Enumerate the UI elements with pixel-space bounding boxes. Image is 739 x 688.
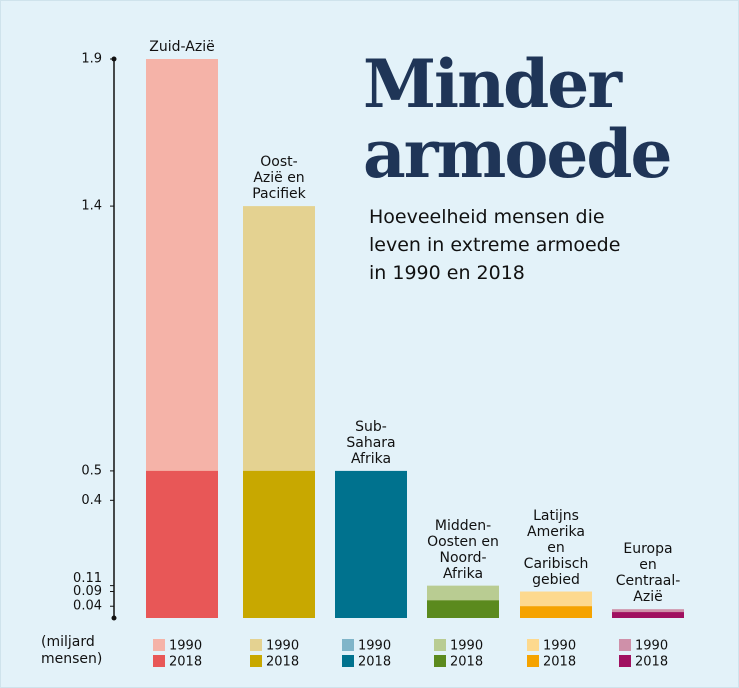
legend-label: 2018 (635, 655, 668, 670)
legend-label: 1990 (543, 639, 576, 654)
category-label: Latijns Amerika en Caribisch gebied (523, 507, 589, 588)
legend-swatch (434, 655, 446, 667)
bar (520, 606, 592, 618)
chart-title: Minder armoede (363, 45, 673, 193)
legend-swatch (250, 639, 262, 651)
chart-subtitle: Hoeveelheid mensen die leven in extreme … (369, 206, 621, 284)
y-axis-label: (miljard mensen) (41, 634, 103, 667)
y-tick-label: 0.4 (81, 493, 102, 508)
legend-label: 1990 (635, 639, 668, 654)
legend-label: 1990 (358, 639, 391, 654)
bar (335, 470, 407, 618)
y-tick-label: 1.4 (81, 199, 102, 214)
legend-swatch (619, 655, 631, 667)
y-tick-label: 0.11 (73, 571, 102, 586)
category-label: Midden- Oosten en Noord- Afrika (427, 517, 499, 582)
bar (612, 612, 684, 618)
legend-swatch (619, 639, 631, 651)
legend-swatch (153, 655, 165, 667)
category-label: Zuid-Azië (149, 39, 215, 55)
legend-label: 2018 (358, 655, 391, 670)
legend-swatch (153, 639, 165, 651)
legend-label: 1990 (169, 639, 202, 654)
y-tick-label: 0.09 (73, 584, 102, 599)
y-tick-label: 0.04 (73, 599, 102, 614)
legend-label: 2018 (169, 655, 202, 670)
category-label: Europa en Centraal- Azië (615, 541, 681, 606)
legend-label: 2018 (543, 655, 576, 670)
legend-label: 1990 (266, 639, 299, 654)
legend-swatch (250, 655, 262, 667)
legend-label: 2018 (450, 655, 483, 670)
axis-end (111, 615, 117, 621)
bar (146, 470, 218, 618)
legend-label: 2018 (266, 655, 299, 670)
legend-swatch (434, 639, 446, 651)
y-tick-label: 1.9 (81, 52, 102, 67)
legend-swatch (527, 655, 539, 667)
legend-label: 1990 (450, 639, 483, 654)
bar (427, 600, 499, 618)
y-tick-label: 0.5 (81, 463, 102, 478)
legend-swatch (342, 639, 354, 651)
category-label: Sub- Sahara Afrika (346, 418, 396, 467)
legend-swatch (527, 639, 539, 651)
category-label: Oost- Azië en Pacifiek (252, 154, 306, 203)
legend-swatch (342, 655, 354, 667)
bar (243, 470, 315, 618)
